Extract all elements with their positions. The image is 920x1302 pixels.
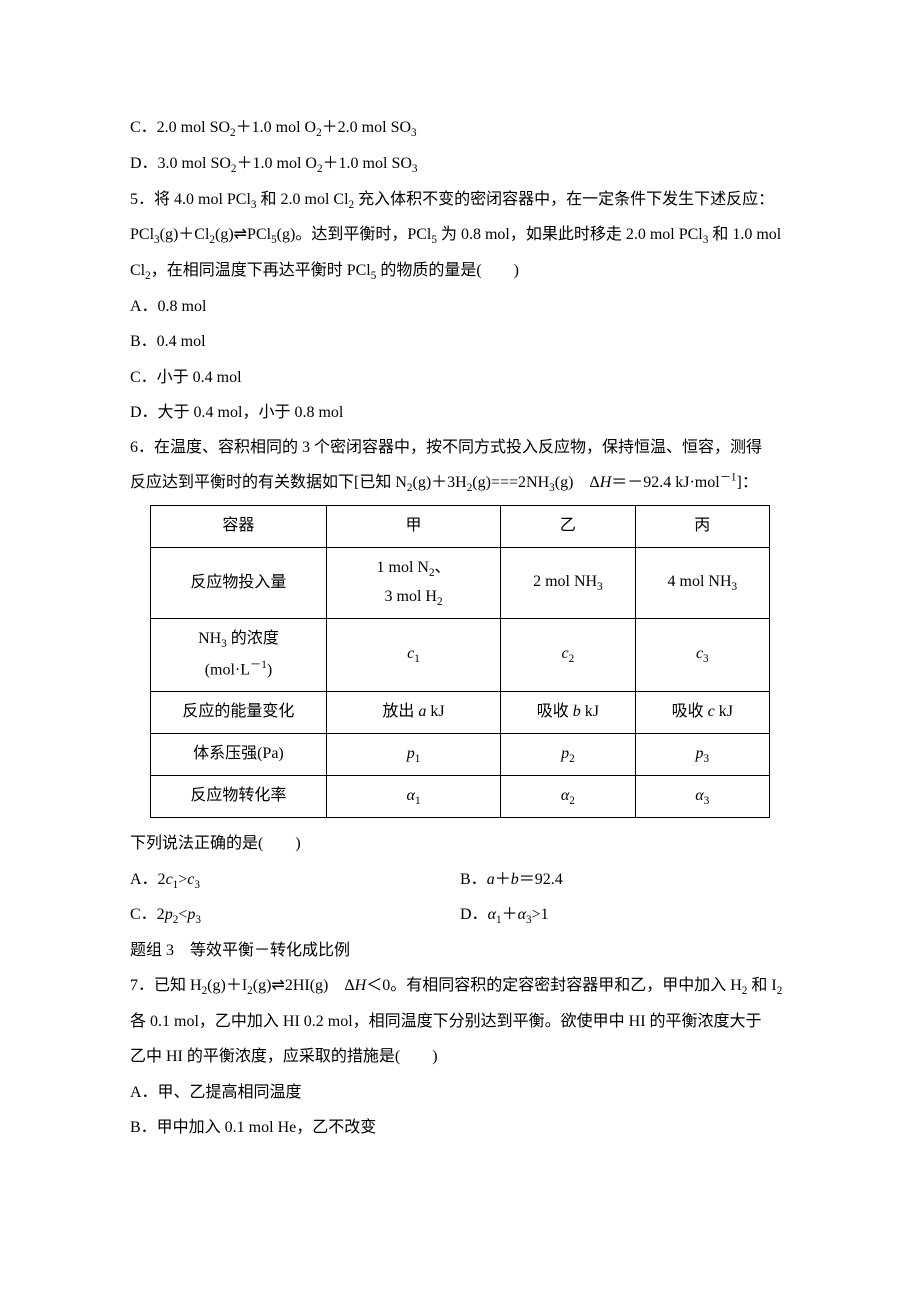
th-yi: 乙 — [501, 505, 635, 547]
q5-stem-3: Cl2，在相同温度下再达平衡时 PCl5 的物质的量是( ) — [130, 253, 790, 289]
q6-opt-c: C．2p2<p3 — [130, 897, 460, 933]
cell-yi-input: 2 mol NH3 — [501, 547, 635, 619]
page: C．2.0 mol SO2＋1.0 mol O2＋2.0 mol SO3 D．3… — [0, 0, 920, 1302]
q6-post: 下列说法正确的是( ) — [130, 826, 790, 861]
cell-energy-jia: 放出 a kJ — [326, 691, 500, 733]
cell-a1: α1 — [326, 776, 500, 818]
cell-jia-input: 1 mol N2、3 mol H2 — [326, 547, 500, 619]
cell-a2: α2 — [501, 776, 635, 818]
cell-c1: c1 — [326, 619, 500, 691]
cell-pressure-label: 体系压强(Pa) — [151, 733, 327, 775]
cell-p3: p3 — [635, 733, 769, 775]
q6-opt-d: D．α1＋α3>1 — [460, 897, 790, 933]
table-row: 容器 甲 乙 丙 — [151, 505, 770, 547]
th-jia: 甲 — [326, 505, 500, 547]
q6-table: 容器 甲 乙 丙 反应物投入量 1 mol N2、3 mol H2 2 mol … — [150, 505, 770, 818]
table-row: 反应物投入量 1 mol N2、3 mol H2 2 mol NH3 4 mol… — [151, 547, 770, 619]
q5-opt-a: A．0.8 mol — [130, 289, 790, 324]
q5-opt-c: C．小于 0.4 mol — [130, 360, 790, 395]
th-container: 容器 — [151, 505, 327, 547]
cell-p2: p2 — [501, 733, 635, 775]
q5-opt-d: D．大于 0.4 mol，小于 0.8 mol — [130, 395, 790, 430]
cell-energy-label: 反应的能量变化 — [151, 691, 327, 733]
group3-title: 题组 3 等效平衡－转化成比例 — [130, 933, 790, 968]
q5-stem-2: PCl3(g)＋Cl2(g)⇌PCl5(g)。达到平衡时，PCl5 为 0.8 … — [130, 217, 790, 253]
cell-conc-label: NH3 的浓度(mol·L－1) — [151, 619, 327, 691]
q6-opt-a: A．2c1>c3 — [130, 862, 460, 898]
q6-stem-1: 6．在温度、容积相同的 3 个密闭容器中，按不同方式投入反应物，保持恒温、恒容，… — [130, 430, 790, 465]
cell-energy-yi: 吸收 b kJ — [501, 691, 635, 733]
cell-bing-input: 4 mol NH3 — [635, 547, 769, 619]
table-row: 体系压强(Pa) p1 p2 p3 — [151, 733, 770, 775]
q6-stem-2: 反应达到平衡时的有关数据如下[已知 N2(g)＋3H2(g)===2NH3(g)… — [130, 465, 790, 501]
q5-stem-1: 5．将 4.0 mol PCl3 和 2.0 mol Cl2 充入体积不变的密闭… — [130, 182, 790, 218]
cell-c2: c2 — [501, 619, 635, 691]
cell-energy-bing: 吸收 c kJ — [635, 691, 769, 733]
cell-c3: c3 — [635, 619, 769, 691]
cell-input-label: 反应物投入量 — [151, 547, 327, 619]
q6-cd: C．2p2<p3 D．α1＋α3>1 — [130, 897, 790, 933]
q6-opt-b: B．a＋b＝92.4 — [460, 862, 790, 898]
cell-a3: α3 — [635, 776, 769, 818]
table-row: NH3 的浓度(mol·L－1) c1 c2 c3 — [151, 619, 770, 691]
th-bing: 丙 — [635, 505, 769, 547]
opt-c: C．2.0 mol SO2＋1.0 mol O2＋2.0 mol SO3 — [130, 110, 790, 146]
q7-stem-3: 乙中 HI 的平衡浓度，应采取的措施是( ) — [130, 1039, 790, 1074]
q7-opt-a: A．甲、乙提高相同温度 — [130, 1075, 790, 1110]
q7-stem-2: 各 0.1 mol，乙中加入 HI 0.2 mol，相同温度下分别达到平衡。欲使… — [130, 1004, 790, 1039]
cell-p1: p1 — [326, 733, 500, 775]
cell-conv-label: 反应物转化率 — [151, 776, 327, 818]
table-row: 反应物转化率 α1 α2 α3 — [151, 776, 770, 818]
q7-opt-b: B．甲中加入 0.1 mol He，乙不改变 — [130, 1110, 790, 1145]
q7-stem-1: 7．已知 H2(g)＋I2(g)⇌2HI(g) ΔH＜0。有相同容积的定容密封容… — [130, 968, 790, 1004]
q6-ab: A．2c1>c3 B．a＋b＝92.4 — [130, 862, 790, 898]
opt-d: D．3.0 mol SO2＋1.0 mol O2＋1.0 mol SO3 — [130, 146, 790, 182]
table-row: 反应的能量变化 放出 a kJ 吸收 b kJ 吸收 c kJ — [151, 691, 770, 733]
q5-opt-b: B．0.4 mol — [130, 324, 790, 359]
